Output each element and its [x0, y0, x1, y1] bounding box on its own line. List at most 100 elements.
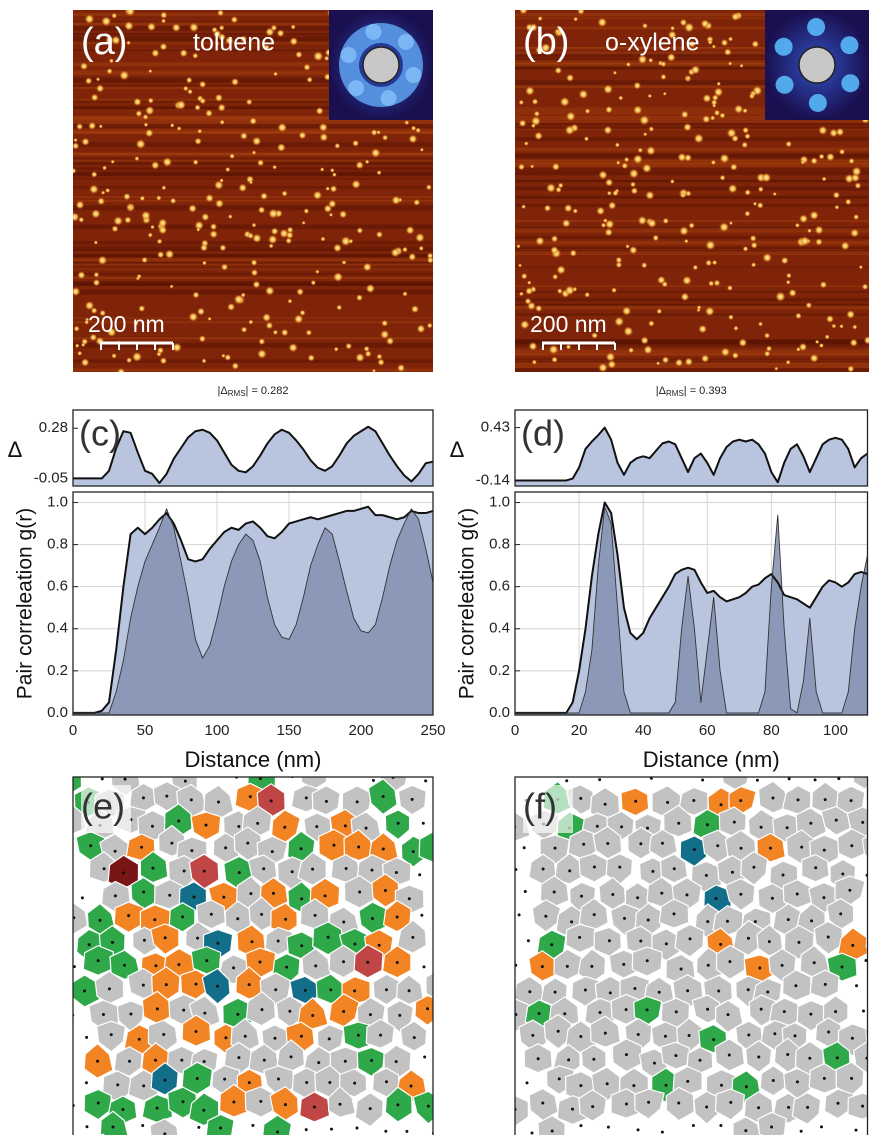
voronoi-cell	[634, 1088, 665, 1120]
site-dot	[284, 917, 288, 921]
area-fill	[73, 426, 433, 486]
site-dot	[639, 842, 643, 846]
particle	[355, 160, 364, 170]
particle	[727, 61, 733, 66]
site-dot	[329, 1127, 333, 1131]
site-dot	[127, 914, 131, 918]
particle	[252, 136, 262, 146]
particle	[415, 127, 421, 134]
particle	[298, 131, 307, 140]
site-dot	[759, 825, 763, 829]
particle	[550, 245, 559, 255]
particle	[785, 359, 791, 365]
site-dot	[424, 779, 428, 783]
particle	[641, 262, 648, 269]
site-dot	[806, 1105, 810, 1109]
particle	[126, 357, 133, 364]
site-dot	[370, 1058, 374, 1062]
particle	[323, 55, 330, 62]
site-dot	[823, 798, 827, 802]
scan-streak	[515, 203, 869, 207]
particle	[334, 142, 341, 149]
site-dot	[113, 894, 117, 898]
scan-streak	[515, 353, 869, 356]
site-dot	[299, 847, 303, 851]
particle	[147, 232, 153, 238]
particle	[780, 256, 789, 265]
particle	[93, 271, 100, 278]
site-dot	[384, 1129, 388, 1133]
particle	[426, 256, 433, 264]
voronoi-cell	[343, 829, 375, 862]
site-dot	[836, 1101, 840, 1105]
particle	[219, 178, 224, 183]
scan-streak	[515, 160, 869, 163]
site-dot	[394, 871, 398, 875]
site-dot	[98, 918, 102, 922]
site-dot	[639, 939, 643, 943]
particle	[858, 265, 864, 270]
site-dot	[753, 920, 757, 924]
site-dot	[623, 916, 627, 920]
particle	[629, 245, 638, 255]
site-dot	[116, 1083, 120, 1087]
scan-streak	[73, 99, 433, 103]
site-dot	[645, 1008, 649, 1012]
site-dot	[727, 1053, 731, 1057]
site-dot	[827, 1030, 831, 1034]
particle	[90, 93, 99, 102]
inset-blob	[807, 18, 826, 37]
voronoi-cell	[757, 1111, 787, 1135]
plot-frame	[72, 409, 434, 487]
scan-streak	[73, 317, 433, 319]
site-dot	[540, 965, 544, 969]
y-tick-label: 0.0	[489, 704, 510, 721]
particle	[618, 95, 624, 101]
site-dot	[851, 943, 855, 947]
particle	[798, 342, 808, 352]
site-dot	[379, 1033, 383, 1037]
site-dot	[96, 959, 100, 963]
particle	[799, 236, 810, 247]
particle	[711, 44, 716, 49]
particle	[525, 23, 534, 32]
particle	[192, 291, 200, 299]
particle	[214, 41, 220, 46]
site-dot	[398, 1013, 402, 1017]
site-dot	[528, 990, 532, 994]
particle	[250, 259, 258, 267]
scan-streak	[515, 13, 869, 17]
site-dot	[439, 896, 442, 899]
particle	[200, 243, 208, 252]
site-dot	[437, 801, 440, 804]
particle	[647, 218, 657, 229]
particle	[313, 51, 324, 62]
particle	[402, 246, 408, 253]
particle	[814, 225, 824, 235]
site-dot	[256, 821, 260, 825]
particle	[113, 216, 123, 226]
particle	[720, 347, 731, 357]
site-dot	[719, 1083, 723, 1087]
site-dot	[793, 1034, 797, 1038]
site-dot	[137, 1037, 141, 1041]
site-dot	[840, 965, 844, 969]
site-dot	[466, 849, 469, 852]
particle	[408, 134, 418, 144]
site-dot	[787, 777, 791, 781]
site-dot	[647, 1100, 651, 1104]
site-dot	[679, 967, 683, 971]
y-tick-label: 0.0	[47, 704, 68, 721]
site-dot	[583, 988, 587, 992]
particle	[815, 238, 823, 246]
site-dot	[142, 1084, 146, 1088]
scan-streak	[515, 164, 869, 167]
particle	[556, 265, 566, 275]
particle	[375, 230, 384, 239]
voronoi-cell	[113, 901, 144, 934]
series-line	[515, 506, 868, 714]
voronoi-cell	[847, 1092, 868, 1120]
site-dot	[420, 913, 424, 917]
site-dot	[563, 1012, 567, 1016]
site-dot	[823, 982, 827, 986]
